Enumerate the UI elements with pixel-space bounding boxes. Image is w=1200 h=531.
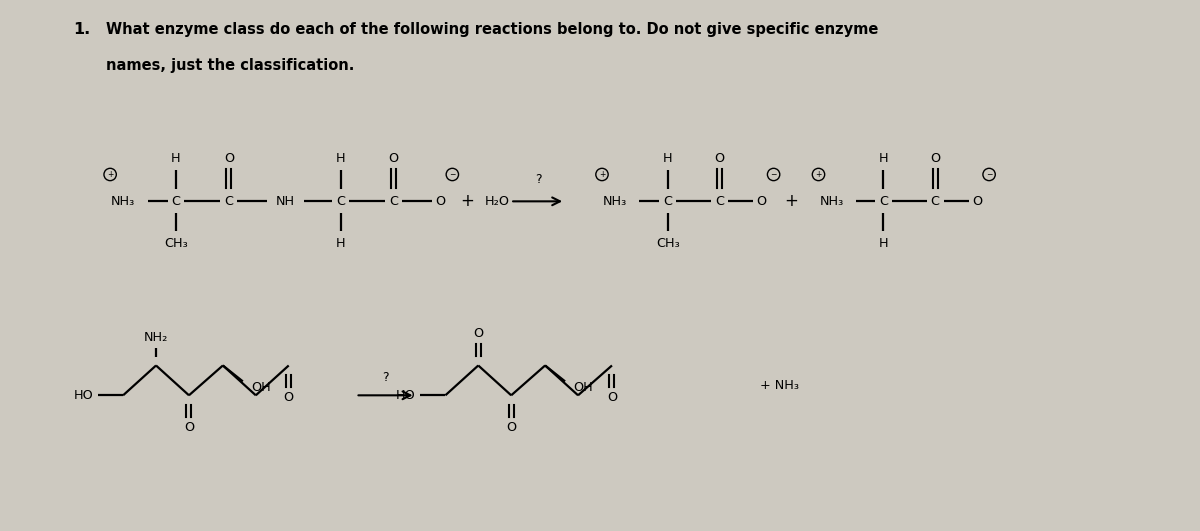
Text: +: +	[461, 192, 474, 210]
Text: O: O	[607, 391, 617, 404]
Text: C: C	[664, 195, 672, 208]
Text: H: H	[336, 237, 346, 250]
Text: C: C	[878, 195, 888, 208]
Text: +: +	[107, 170, 113, 179]
Text: C: C	[715, 195, 725, 208]
Text: −: −	[770, 170, 776, 179]
Text: names, just the classification.: names, just the classification.	[106, 58, 354, 73]
Text: NH₃: NH₃	[110, 195, 136, 208]
Text: O: O	[283, 391, 294, 404]
Text: C: C	[931, 195, 940, 208]
Text: O: O	[930, 152, 941, 165]
Text: O: O	[756, 195, 767, 208]
Text: O: O	[972, 195, 982, 208]
Text: NH₂: NH₂	[144, 331, 168, 344]
Text: H: H	[664, 152, 673, 165]
Text: +: +	[599, 170, 605, 179]
Text: C: C	[172, 195, 180, 208]
Text: H: H	[336, 152, 346, 165]
Text: HO: HO	[396, 389, 415, 402]
Text: OH: OH	[251, 381, 270, 394]
Text: NH: NH	[276, 195, 295, 208]
Text: What enzyme class do each of the following reactions belong to. Do not give spec: What enzyme class do each of the followi…	[106, 22, 878, 37]
Text: + NH₃: + NH₃	[760, 379, 799, 392]
Text: −: −	[449, 170, 456, 179]
Text: CH₃: CH₃	[164, 237, 188, 250]
Text: H₂O: H₂O	[485, 195, 510, 208]
Text: O: O	[506, 421, 516, 434]
Text: CH₃: CH₃	[656, 237, 679, 250]
Text: O: O	[389, 152, 398, 165]
Text: O: O	[473, 327, 484, 340]
Text: NH₃: NH₃	[820, 195, 844, 208]
Text: H: H	[172, 152, 181, 165]
Text: O: O	[436, 195, 445, 208]
Text: C: C	[336, 195, 346, 208]
Text: H: H	[878, 237, 888, 250]
Text: H: H	[878, 152, 888, 165]
Text: O: O	[715, 152, 725, 165]
Text: +: +	[815, 170, 822, 179]
Text: O: O	[184, 421, 194, 434]
Text: C: C	[389, 195, 398, 208]
Text: HO: HO	[73, 389, 94, 402]
Text: ?: ?	[382, 371, 389, 384]
Text: +: +	[785, 192, 798, 210]
Text: OH: OH	[574, 381, 593, 394]
Text: NH₃: NH₃	[602, 195, 628, 208]
Text: O: O	[223, 152, 234, 165]
Text: 1.: 1.	[73, 22, 90, 37]
Text: −: −	[986, 170, 992, 179]
Text: C: C	[224, 195, 233, 208]
Text: ?: ?	[535, 173, 541, 186]
